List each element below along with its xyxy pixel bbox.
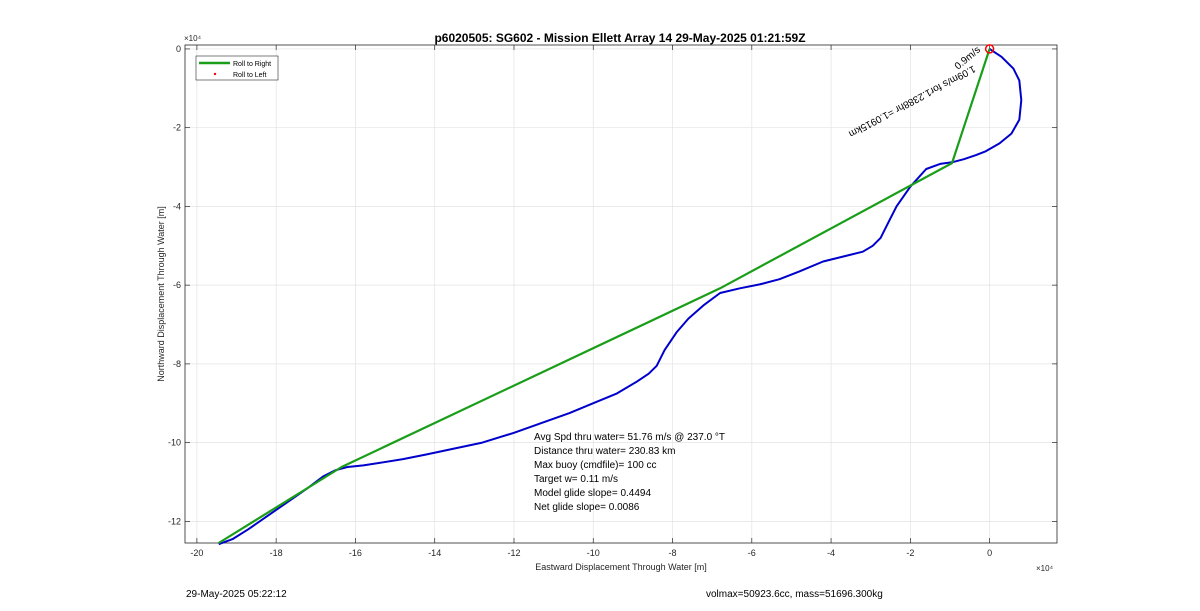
axis-ticks: -20 -18 -16 -14 -12 -10 -8 -6 -4 -2 0-12-10-8-6-4-… [168, 44, 1057, 558]
plot-area-frame [184, 44, 1058, 544]
y-tick-label: -4 [173, 201, 181, 211]
y-tick-label: -12 [168, 516, 181, 526]
y-tick-label: 0 [176, 44, 181, 54]
chart-title: p6020505: SG602 - Mission Ellett Array 1… [434, 31, 805, 45]
x-tick-label: -2 [906, 548, 914, 558]
legend-swatch-roll-left [213, 72, 217, 76]
stat-net-glide: Net glide slope= 0.0086 [534, 502, 640, 513]
x-tick-label: -16 [349, 548, 362, 558]
x-tick-label: -6 [748, 548, 756, 558]
x-tick-label: -8 [669, 548, 677, 558]
y-tick-label: -10 [168, 438, 181, 448]
x-tick-label: -4 [827, 548, 835, 558]
y-tick-label: -8 [173, 359, 181, 369]
stat-target-w: Target w= 0.11 m/s [534, 474, 618, 485]
x-tick-label: -12 [507, 548, 520, 558]
y-axis-label: Northward Displacement Through Water [m] [156, 206, 166, 382]
x-tick-label: -14 [428, 548, 441, 558]
grid [185, 45, 1057, 543]
stat-distance: Distance thru water= 230.83 km [534, 446, 675, 457]
legend-box [195, 55, 279, 81]
x-tick-label: -20 [190, 548, 203, 558]
legend-label-roll-right: Roll to Right [233, 61, 271, 68]
y-tick-label: -2 [173, 123, 181, 133]
x-tick-label: -18 [270, 548, 283, 558]
y-exponent-label: ×10⁴ [184, 34, 202, 43]
stat-max-buoy: Max buoy (cmdfile)= 100 cc [534, 460, 657, 471]
series-layer [218, 44, 1023, 546]
legend: Roll to Right Roll to Left [195, 55, 279, 81]
stats-annotation: Avg Spd thru water= 51.76 m/s @ 237.0 °T… [534, 432, 725, 513]
roll-right-line [218, 48, 991, 544]
start-marker [984, 44, 995, 54]
legend-label-roll-left: Roll to Left [233, 72, 267, 79]
x-exponent-label: ×10⁴ [1036, 564, 1054, 573]
x-tick-label: 0 [987, 548, 992, 558]
dive-track-line [218, 48, 1023, 546]
y-tick-label: -6 [173, 280, 181, 290]
x-axis-label: Eastward Displacement Through Water [m] [535, 562, 707, 572]
footer-volmax-mass: volmax=50923.6cc, mass=51696.300kg [706, 589, 883, 600]
x-tick-label: -10 [587, 548, 600, 558]
stat-avg-speed: Avg Spd thru water= 51.76 m/s @ 237.0 °T [534, 432, 725, 443]
stat-model-glide: Model glide slope= 0.4494 [534, 488, 651, 499]
footer-timestamp: 29-May-2025 05:22:12 [186, 589, 287, 600]
